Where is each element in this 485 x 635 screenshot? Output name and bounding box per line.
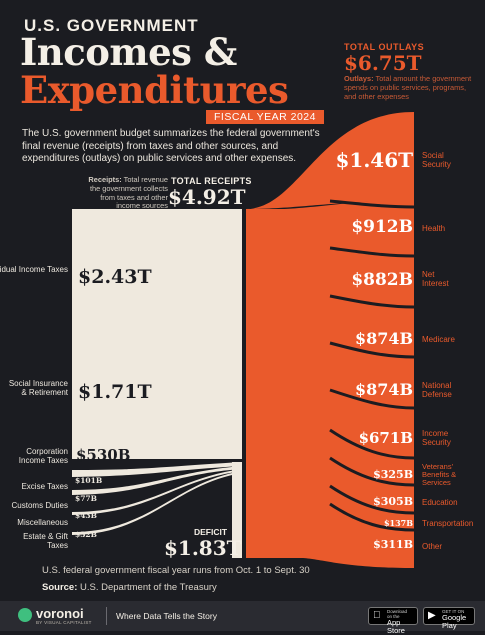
receipts-desc-bold: Receipts: (88, 175, 122, 184)
receipt-value-estate: $32B (75, 530, 97, 539)
receipt-value-corporation: $530B (76, 446, 131, 464)
title-line-1: Incomes & (20, 30, 237, 74)
outlay-label-net-interest: Net Interest (422, 270, 449, 288)
play-icon: ▶ (428, 610, 436, 621)
receipts-total: $4.92T (168, 185, 246, 209)
receipt-value-excise: $101B (75, 476, 103, 485)
google-play-text: Google Play (442, 613, 467, 630)
outlay-label-national-defense: National Defense (422, 381, 452, 399)
google-play-small-text: GET IT ON (442, 609, 465, 614)
fiscal-year-banner: FISCAL YEAR 2024 (206, 110, 324, 124)
separator-5 (329, 388, 415, 410)
outlay-value-education: $305B (373, 495, 413, 508)
fiscal-year-note: U.S. federal government fiscal year runs… (42, 565, 310, 576)
title-line-2: Expenditures (20, 68, 289, 112)
outlay-separators (329, 199, 415, 532)
receipt-label-social-insurance: Social Insurance & Retirement (8, 379, 68, 397)
separator-2 (329, 246, 415, 258)
app-store-text: App Store (387, 618, 405, 635)
outlay-label-education: Education (422, 498, 458, 507)
deficit-header: DEFICIT (194, 527, 228, 537)
receipt-value-individual: $2.43T (78, 266, 152, 288)
separator-8 (329, 484, 415, 515)
footer-divider (106, 607, 107, 625)
receipts-header: TOTAL RECEIPTS (171, 176, 252, 186)
brand-subtitle: BY VISUAL CAPITALIST (36, 620, 92, 625)
separator-7 (329, 456, 415, 487)
deficit-total: $1.83T (164, 536, 242, 560)
outlay-value-veterans: $325B (373, 468, 413, 481)
app-store-small-text: Download on the (387, 609, 408, 619)
receipts-description: Receipts: Total revenue the government c… (78, 175, 168, 211)
source-note: Source: U.S. Department of the Treasury (42, 582, 217, 593)
outlay-label-income-security: Income Security (422, 429, 451, 447)
outlay-value-income-security: $671B (358, 429, 413, 447)
apple-icon:  (373, 611, 381, 621)
tagline: Where Data Tells the Story (116, 611, 217, 621)
google-play-button[interactable]: ▶ GET IT ON Google Play (423, 607, 475, 630)
receipts-block (72, 209, 242, 459)
app-store-button[interactable]:  Download on the App Store (368, 607, 418, 635)
separator-9 (329, 502, 415, 532)
social-security-stream (246, 112, 414, 209)
outlays-flow (246, 112, 414, 568)
separator-3 (329, 294, 415, 309)
outlay-value-other: $311B (373, 538, 413, 551)
outlay-value-national-defense: $874B (354, 380, 413, 399)
receipt-label-individual: Individual Income Taxes (0, 265, 68, 274)
outlay-value-health: $912B (351, 217, 413, 237)
title-small: U.S. GOVERNMENT (24, 16, 199, 35)
trunk-top-blend (246, 200, 414, 210)
receipts-desc-text: Total revenue the government collects fr… (89, 175, 168, 211)
outlays-trunk (246, 209, 414, 558)
outlays-description: Outlays: Total amount the government spe… (344, 74, 474, 101)
excise-stream (72, 462, 242, 477)
separator-6 (329, 428, 415, 460)
outlay-value-medicare: $874B (354, 329, 413, 348)
outlay-value-transportation: $137B (383, 518, 413, 528)
receipt-label-excise: Excise Taxes (21, 482, 68, 491)
receipt-value-customs: $77B (75, 494, 97, 503)
receipt-label-misc: Miscellaneous (17, 518, 68, 527)
outlay-label-social-security: Social Security (422, 151, 451, 169)
trunk-bottom-blend (300, 558, 414, 568)
voronoi-logo-icon (18, 608, 32, 622)
receipt-label-customs: Customs Duties (11, 501, 68, 510)
customs-stream (72, 466, 242, 495)
separator-1 (329, 199, 415, 209)
receipt-value-misc: $43B (75, 511, 97, 520)
brand-name[interactable]: voronoi (36, 606, 84, 621)
outlay-label-medicare: Medicare (422, 335, 455, 344)
outlay-label-veterans: Veterans' Benefits & Services (422, 462, 457, 487)
deficit-bar (232, 462, 242, 558)
receipt-value-social-insurance: $1.71T (78, 381, 152, 403)
outlay-label-transportation: Transportation (422, 519, 474, 528)
outlay-value-social-security: $1.46T (335, 148, 413, 172)
outlay-value-net-interest: $882B (351, 270, 413, 290)
outlays-desc-text: Total amount the government spends on pu… (344, 74, 472, 101)
receipt-label-corporation: Corporation Income Taxes (18, 447, 68, 465)
source-text: U.S. Department of the Treasury (77, 582, 217, 593)
separator-4 (329, 341, 415, 359)
outlays-total: $6.75T (344, 51, 422, 75)
outlays-desc-bold: Outlays: (344, 74, 374, 83)
misc-stream (72, 469, 242, 515)
source-label: Source: (42, 582, 78, 593)
intro-text: The U.S. government budget summarizes th… (22, 128, 320, 164)
outlay-label-health: Health (422, 224, 446, 233)
outlays-header: TOTAL OUTLAYS (344, 42, 425, 52)
receipt-label-estate: Estate & Gift Taxes (23, 532, 68, 550)
outlay-label-other: Other (422, 542, 443, 551)
